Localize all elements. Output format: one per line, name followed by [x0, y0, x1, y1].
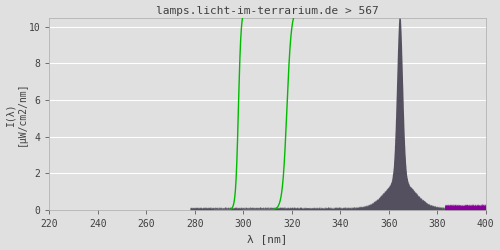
X-axis label: λ [nm]: λ [nm] [247, 234, 288, 244]
Y-axis label: I(λ)
[μW/cm2/nm]: I(λ) [μW/cm2/nm] [6, 82, 27, 146]
Title: lamps.licht-im-terrarium.de > 567: lamps.licht-im-terrarium.de > 567 [156, 6, 379, 16]
